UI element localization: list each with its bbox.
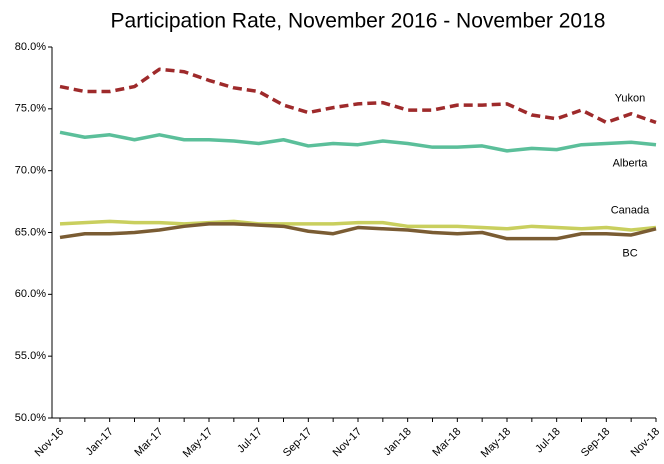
x-tick-label: Jan-18 [382,426,414,458]
y-tick-label: 70.0% [15,165,46,177]
series-label: Canada [611,204,650,216]
y-tick-label: 60.0% [15,288,46,300]
x-tick-label: Jul-18 [533,426,563,456]
x-tick-label: Nov-17 [331,426,365,460]
series-line [59,130,657,153]
x-tick-label: May-18 [479,426,513,460]
y-tick-label: 50.0% [15,412,46,424]
series-line [59,222,657,241]
x-tick-label: Sep-17 [281,426,315,460]
x-tick-label: Jan-17 [84,426,116,458]
x-tick-label: Nov-18 [629,426,663,460]
series-label: Alberta [613,158,649,170]
x-tick-label: Mar-17 [132,426,165,459]
x-tick-label: Mar-18 [430,426,463,459]
y-tick-label: 80.0% [15,41,46,53]
series-line [59,219,657,232]
chart-title: Participation Rate, November 2016 - Nove… [111,10,606,33]
y-tick-label: 55.0% [15,350,46,362]
x-tick-label: May-17 [181,426,215,460]
x-tick-label: Jul-17 [235,426,265,456]
y-tick-label: 65.0% [15,226,46,238]
series-label: Yukon [615,92,646,104]
x-tick-label: Sep-18 [579,426,613,460]
x-tick-label: Nov-16 [33,426,67,460]
series-line [59,67,657,125]
series-label: BC [622,248,637,260]
y-tick-label: 75.0% [15,103,46,115]
